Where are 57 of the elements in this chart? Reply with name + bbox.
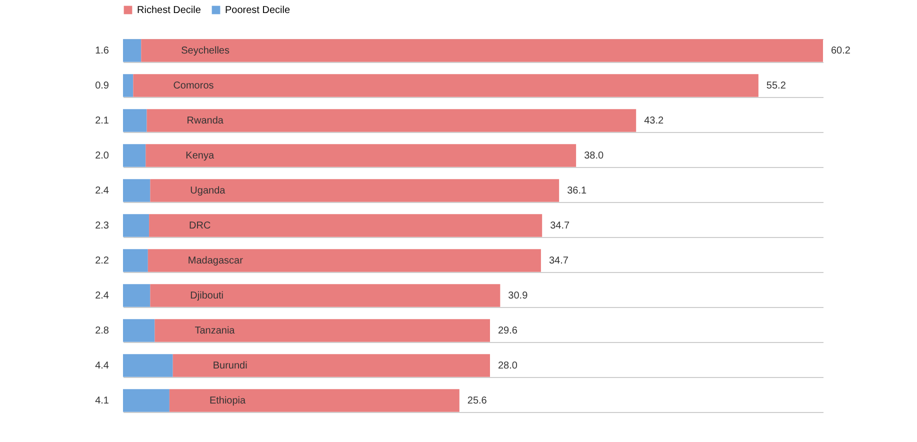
data-label: 25.6	[467, 396, 488, 406]
bar	[123, 389, 170, 412]
bar	[141, 39, 823, 62]
bar	[123, 39, 142, 62]
data-label: 2.4	[95, 186, 110, 196]
bar	[150, 179, 560, 202]
bar	[123, 284, 150, 307]
legend-label: Poorest Decile	[225, 5, 290, 16]
bar	[123, 109, 147, 132]
data-label: 2.2	[95, 256, 110, 266]
data-label: 28.0	[498, 360, 518, 372]
y-tick-label: Rwanda	[186, 116, 224, 126]
bar	[148, 249, 541, 272]
data-label: 60.2	[831, 46, 851, 56]
data-label: 38.0	[584, 150, 604, 162]
bar	[172, 354, 490, 377]
y-tick-label: Djibouti	[190, 290, 224, 302]
data-label: 2.1	[95, 116, 110, 126]
bar	[123, 249, 148, 272]
data-label: 2.0	[95, 150, 110, 162]
y-tick-label: Madagascar	[188, 256, 244, 266]
data-label: 36.1	[567, 186, 587, 196]
bar	[123, 144, 146, 167]
bar	[150, 284, 500, 307]
data-label: 34.7	[548, 256, 569, 266]
data-label: 4.4	[95, 360, 110, 372]
bar	[123, 74, 134, 97]
bar	[123, 214, 150, 237]
bar	[146, 144, 576, 167]
data-label: 0.9	[95, 80, 110, 92]
bar	[123, 179, 150, 202]
data-label: 1.6	[95, 46, 110, 56]
y-tick-label: Seychelles	[181, 46, 230, 56]
y-tick-label: Kenya	[186, 150, 214, 162]
data-label: 55.2	[766, 80, 786, 92]
y-tick-label: Ethiopia	[209, 396, 246, 406]
data-label: 30.9	[508, 290, 528, 302]
bar	[154, 319, 490, 342]
data-label: 2.4	[95, 290, 110, 302]
y-tick-label: Uganda	[190, 186, 226, 196]
bar	[133, 74, 758, 97]
bar	[146, 109, 636, 132]
y-tick-label: Tanzania	[194, 326, 236, 336]
y-tick-label: Burundi	[212, 360, 248, 372]
y-tick-label: Comoros	[173, 80, 214, 92]
data-label: 34.7	[550, 220, 570, 232]
data-label: 43.2	[644, 116, 664, 126]
bar	[123, 354, 173, 377]
bar	[123, 319, 155, 342]
data-label: 29.6	[498, 326, 518, 336]
bar	[169, 389, 460, 412]
bar	[149, 214, 542, 237]
data-label: 2.3	[95, 220, 110, 232]
data-label: 4.1	[95, 396, 110, 406]
y-tick-label: DRC	[189, 220, 211, 232]
data-label: 2.8	[95, 326, 110, 336]
legend-label: Richest Decile	[137, 5, 202, 16]
